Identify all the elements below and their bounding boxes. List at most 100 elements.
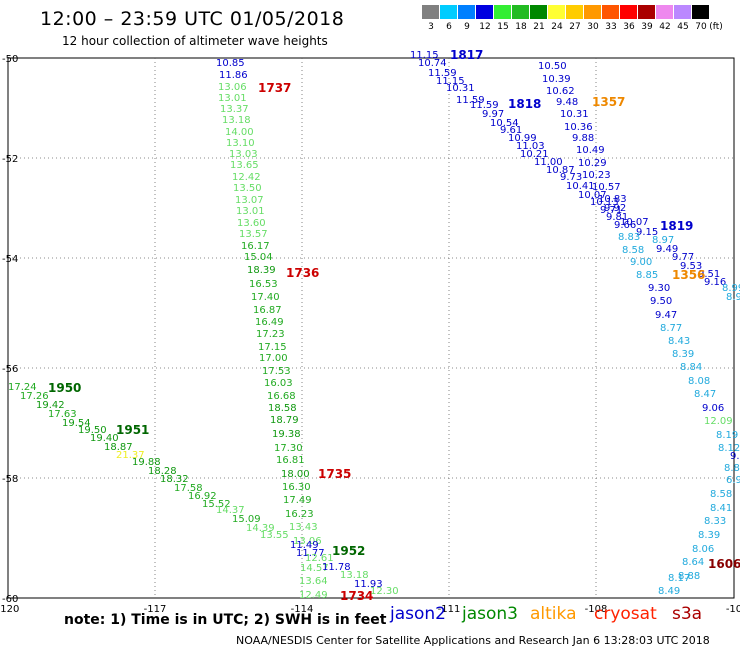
pass-time-label: 1356 <box>672 268 705 282</box>
swh-value: 19.42 <box>36 400 65 411</box>
swh-value: 14.37 <box>216 505 245 516</box>
pass-time-label: 1952 <box>332 544 365 558</box>
legend-label: 45 <box>677 22 689 32</box>
x-tick-label: -111 <box>438 604 461 615</box>
swh-value: 16.68 <box>267 391 296 402</box>
legend-swatch <box>476 5 493 19</box>
swh-value: 8.64 <box>682 557 704 568</box>
swh-value: 13.07 <box>235 195 264 206</box>
swh-value: 9.2 <box>730 451 740 462</box>
y-tick-label: -52 <box>2 154 18 165</box>
swh-value: 8.41 <box>710 503 732 514</box>
pass-time-label: 1736 <box>286 266 319 280</box>
legend-unit: (ft) <box>709 22 723 32</box>
swh-value: 15.09 <box>232 514 261 525</box>
legend-swatch <box>530 5 547 19</box>
swh-value: 9.16 <box>704 277 726 288</box>
swh-value: 9.47 <box>655 310 677 321</box>
swh-value: 19.40 <box>90 433 119 444</box>
swh-value: 13.18 <box>340 570 369 581</box>
swh-value: 18.87 <box>104 442 133 453</box>
swh-value: 13.10 <box>226 138 255 149</box>
swh-value: 8.58 <box>710 489 732 500</box>
swh-value: 11.86 <box>219 70 248 81</box>
x-tick-label: -114 <box>291 604 314 615</box>
swh-value: 12.61 <box>305 553 334 564</box>
swh-value: 18.00 <box>281 469 310 480</box>
swh-value: 13.01 <box>218 93 247 104</box>
satellite-name: s3a <box>672 604 703 624</box>
swh-value: 10.29 <box>578 158 607 169</box>
swh-value: 13.06 <box>218 82 247 93</box>
swh-value: 10.13 <box>590 197 619 208</box>
swh-value: 9.88 <box>572 133 594 144</box>
x-tick-label: -120 <box>0 604 19 615</box>
swh-value: 19.88 <box>132 457 161 468</box>
swh-value: 16.03 <box>264 378 293 389</box>
swh-value: 17.58 <box>174 483 203 494</box>
swh-value: 17.63 <box>48 409 77 420</box>
legend-swatch <box>422 5 439 19</box>
swh-value: 14.00 <box>225 127 254 138</box>
swh-value: 9.06 <box>702 403 724 414</box>
legend-label: 3 <box>428 22 434 32</box>
swh-value: 10.23 <box>582 170 611 181</box>
y-tick-label: -60 <box>2 594 18 605</box>
swh-value: 13.57 <box>239 229 268 240</box>
swh-value: 9.53 <box>680 261 702 272</box>
swh-value: 8.17 <box>668 573 690 584</box>
swh-value: 16.92 <box>188 491 217 502</box>
swh-value: 15.04 <box>244 252 273 263</box>
legend-label: 15 <box>497 22 509 32</box>
swh-value: 10.07 <box>620 217 649 228</box>
swh-value: 13.01 <box>236 206 265 217</box>
swh-value: 9.51 <box>698 269 720 280</box>
swh-value: 13.18 <box>222 115 251 126</box>
swh-value: 8.08 <box>688 376 710 387</box>
swh-value: 11.59 <box>470 100 499 111</box>
swh-value: 18.32 <box>160 474 189 485</box>
legend-label: 9 <box>464 22 470 32</box>
legend-swatch <box>512 5 529 19</box>
legend-label: 24 <box>551 22 563 32</box>
swh-value: 9.73 <box>560 172 582 183</box>
map-subtitle: 12 hour collection of altimeter wave hei… <box>62 34 328 48</box>
swh-value: 12.09 <box>704 416 733 427</box>
swh-value: 10.31 <box>560 109 589 120</box>
legend-swatch <box>494 5 511 19</box>
swh-value: 16.30 <box>282 482 311 493</box>
legend-label: 18 <box>515 22 527 32</box>
legend-swatch <box>440 5 457 19</box>
swh-value: 9.48 <box>556 97 578 108</box>
swh-value: 10.36 <box>564 122 593 133</box>
swh-value: 13.06 <box>293 536 322 547</box>
swh-value: 9.71 <box>600 205 622 216</box>
legend-swatch <box>584 5 601 19</box>
legend-label: 30 <box>587 22 599 32</box>
map-frame <box>7 57 735 599</box>
swh-value: 8.99 <box>722 283 740 294</box>
swh-value: 8.85 <box>636 270 658 281</box>
swh-value: 19.54 <box>62 418 91 429</box>
swh-value: 8.33 <box>704 516 726 527</box>
legend-swatch <box>656 5 673 19</box>
swh-value: 12.49 <box>299 590 328 601</box>
swh-value: 17.53 <box>262 366 291 377</box>
swh-value: 8.8 <box>724 463 740 474</box>
swh-value: 13.03 <box>229 149 258 160</box>
swh-value: 11.59 <box>456 95 485 106</box>
swh-value: 17.23 <box>256 329 285 340</box>
swh-value: 11.15 <box>410 50 439 61</box>
swh-value: 12.30 <box>370 586 399 597</box>
swh-value: 13.55 <box>260 530 289 541</box>
pass-time-label: 1734 <box>340 589 373 603</box>
swh-value: 19.38 <box>272 429 301 440</box>
swh-value: 18.39 <box>247 265 276 276</box>
swh-value: 17.15 <box>258 342 287 353</box>
swh-value: 8.84 <box>680 362 702 373</box>
swh-value: 16.49 <box>255 317 284 328</box>
legend-label: 42 <box>659 22 671 32</box>
swh-value: 18.79 <box>270 415 299 426</box>
swh-value: 8.97 <box>726 292 740 303</box>
map-title: 12:00 – 23:59 UTC 01/05/2018 <box>40 8 345 30</box>
